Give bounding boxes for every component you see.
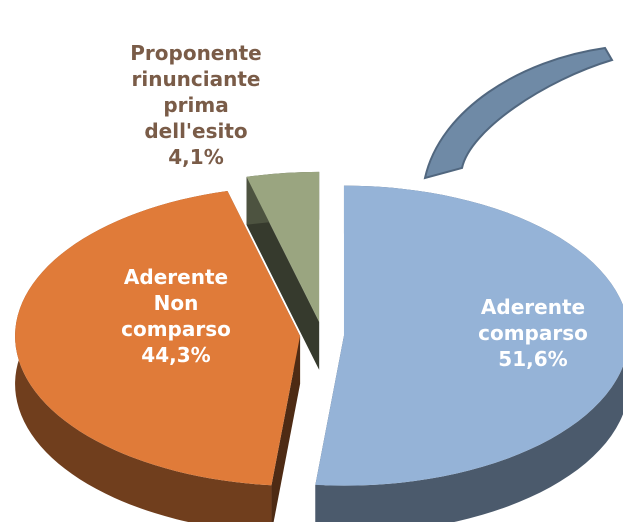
slice — [315, 185, 623, 486]
slice-label: Aderente comparso — [478, 295, 588, 345]
slice-side — [246, 176, 320, 370]
slice-tops — [15, 171, 623, 486]
slice-label: Aderente Non comparso — [121, 265, 231, 341]
decorative-arrow — [423, 46, 614, 180]
slice-value-label: 4,1% — [168, 145, 223, 169]
slice-value-label: 51,6% — [498, 347, 567, 371]
slice-value-label: 44,3% — [141, 343, 210, 367]
slice — [246, 171, 320, 322]
slice-label: Proponente rinunciante prima dell'esito — [130, 41, 261, 143]
slice — [15, 190, 301, 486]
slice-side — [271, 336, 301, 522]
